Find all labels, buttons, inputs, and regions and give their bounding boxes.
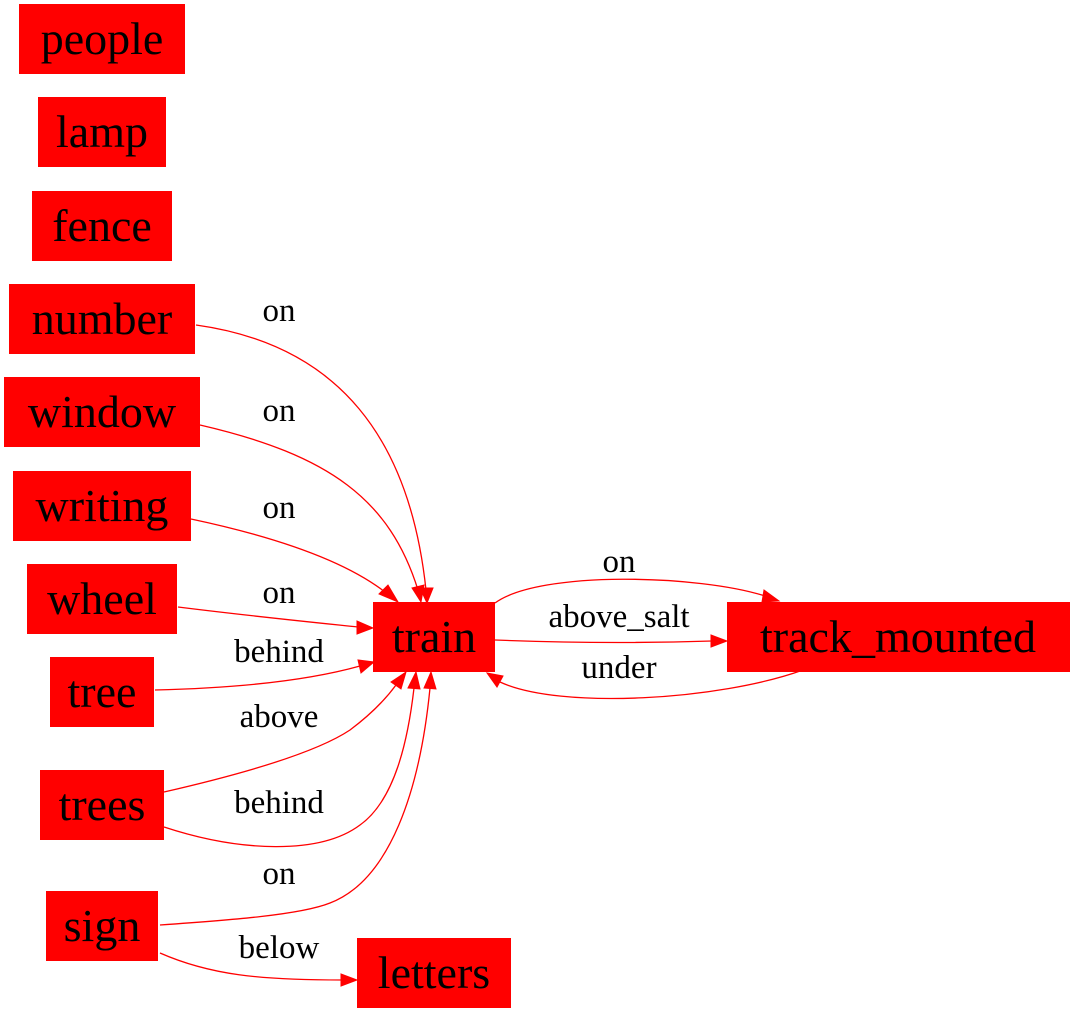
node-box [9, 284, 195, 354]
node-box [40, 770, 164, 840]
node-people: people [19, 4, 185, 74]
node-box [727, 602, 1070, 672]
node-label: train [392, 611, 476, 662]
edge-label: above [240, 699, 319, 735]
edge-label: on [263, 393, 296, 429]
node-number: number [9, 284, 195, 354]
node-label: wheel [47, 573, 157, 624]
edge-label: on [603, 544, 636, 580]
node-box [38, 97, 166, 167]
node-label: writing [36, 480, 169, 531]
edge-tree-train: behind [154, 634, 376, 691]
node-label: sign [64, 900, 141, 951]
node-label: tree [68, 666, 137, 717]
node-label: number [32, 293, 173, 344]
node-lamp: lamp [38, 97, 166, 167]
edge-train-track-on: on [494, 544, 781, 604]
nodes: people lamp fence number window writing … [4, 4, 1070, 1008]
edge-writing-train: on [190, 490, 400, 604]
arrowhead [485, 672, 504, 688]
node-letters: letters [357, 938, 511, 1008]
node-label: trees [59, 779, 146, 830]
arrowhead [390, 670, 407, 690]
edge-line [494, 639, 713, 644]
edge-label: on [263, 856, 296, 892]
arrowhead [340, 973, 359, 987]
edge-label: below [239, 930, 320, 966]
node-box [13, 471, 191, 541]
node-box [4, 377, 200, 447]
edge-line [190, 518, 386, 593]
edge-line [499, 669, 804, 700]
edge-label: on [263, 575, 296, 611]
node-box [32, 191, 172, 261]
node-label: lamp [56, 106, 148, 157]
edge-line [195, 324, 427, 591]
edge-line [154, 665, 361, 691]
node-sign: sign [46, 891, 158, 961]
edge-label: behind [234, 634, 324, 670]
edge-line [163, 687, 415, 848]
arrowhead [761, 589, 781, 603]
node-writing: writing [13, 471, 191, 541]
arrowhead [423, 670, 437, 690]
edge-trees-train-above: above [163, 670, 407, 793]
node-label: window [28, 386, 177, 437]
edge-label: under [581, 650, 656, 686]
arrowhead [378, 584, 400, 604]
node-window: window [4, 377, 200, 447]
edge-line [163, 684, 397, 793]
node-box [357, 938, 511, 1008]
edge-line [159, 952, 343, 981]
node-box [46, 891, 158, 961]
edge-label: on [263, 490, 296, 526]
edge-sign-train: on [159, 670, 437, 926]
edge-label: on [263, 293, 296, 329]
arrowhead [357, 659, 376, 674]
node-train: train [373, 602, 495, 672]
edges: on on on on behind above [154, 293, 804, 987]
edge-line [199, 424, 419, 591]
edge-line [494, 578, 766, 604]
node-label: people [41, 13, 164, 64]
node-label: track_mounted [760, 611, 1036, 662]
arrowhead [411, 584, 425, 604]
node-box [19, 4, 185, 74]
arrowhead [407, 670, 421, 690]
node-track-mounted: track_mounted [727, 602, 1070, 672]
node-wheel: wheel [27, 564, 177, 634]
node-label: fence [52, 200, 152, 251]
edge-window-train: on [199, 393, 425, 604]
node-fence: fence [32, 191, 172, 261]
edge-line [159, 687, 431, 926]
node-tree: tree [50, 657, 154, 727]
edge-label: behind [234, 785, 324, 821]
arrowhead [710, 634, 729, 648]
node-label: letters [378, 947, 490, 998]
edge-track-train-under: under [485, 650, 804, 700]
edge-label: above_salt [548, 599, 689, 635]
edge-sign-letters: below [159, 930, 359, 987]
edge-trees-train-behind: behind [163, 670, 421, 848]
edge-line [177, 606, 359, 628]
node-box [27, 564, 177, 634]
node-box [50, 657, 154, 727]
edge-train-track-above-salt: above_salt [494, 599, 729, 648]
edge-wheel-train: on [177, 575, 375, 635]
node-box [373, 602, 495, 672]
edge-number-train: on [195, 293, 434, 605]
node-trees: trees [40, 770, 164, 840]
arrowhead [356, 620, 375, 635]
